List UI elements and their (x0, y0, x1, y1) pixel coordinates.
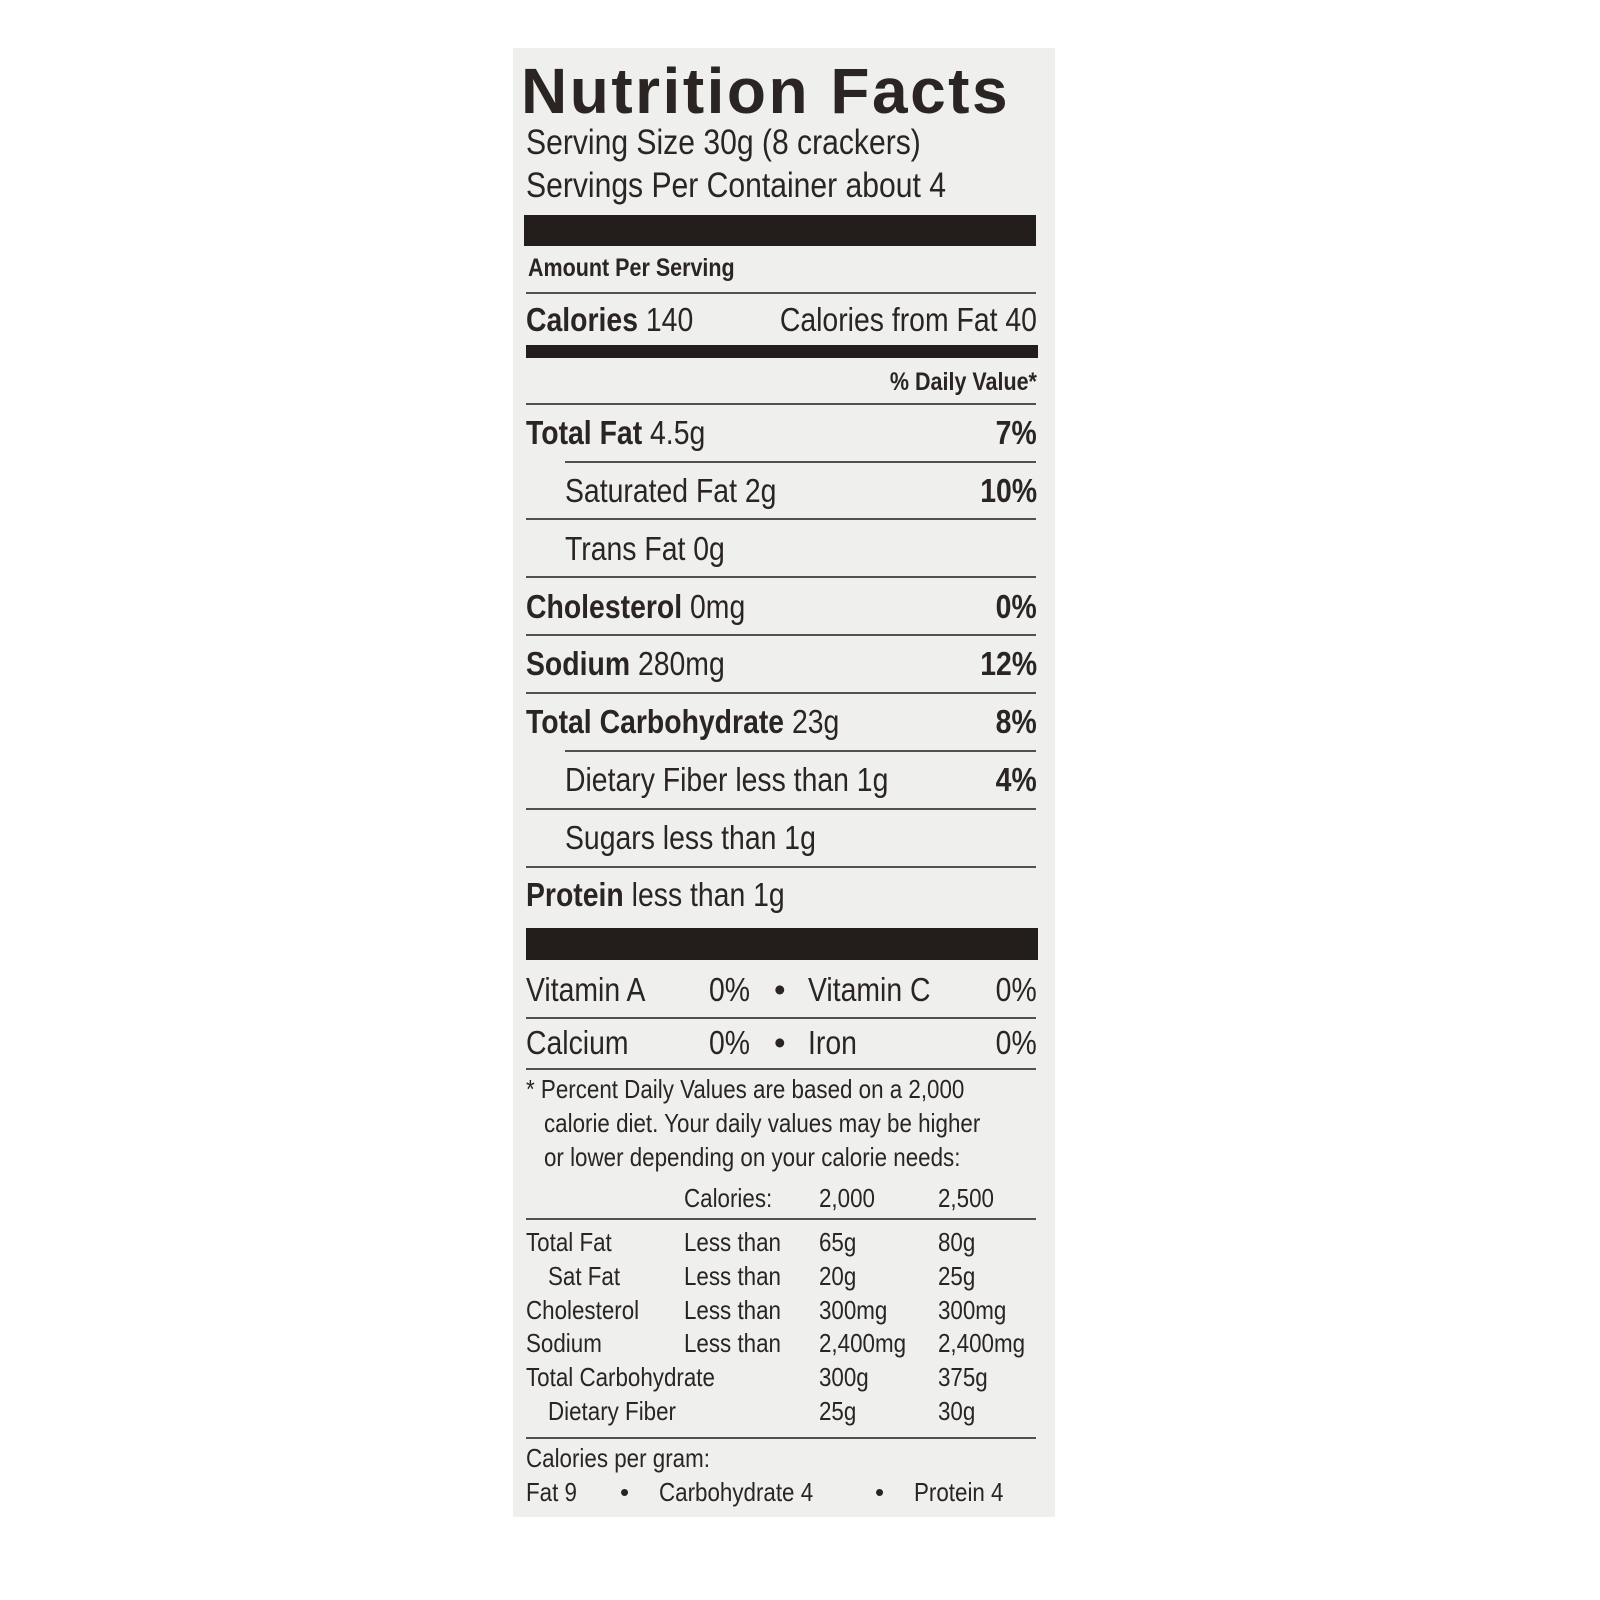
nutrient-name: Total Fat (526, 414, 643, 451)
divider (526, 1437, 1036, 1439)
nutrient-row: Total Fat 4.5g 7% (526, 411, 1037, 455)
nutrient-amount: 280mg (637, 645, 725, 682)
divider (565, 750, 1036, 752)
nutrient-name: Protein (526, 876, 624, 913)
nutrient-name: Total Carbohydrate (526, 703, 785, 740)
nutrient-name: Cholesterol (526, 588, 683, 625)
daily-value-header: % Daily Value* (889, 368, 1037, 396)
calories-row: Calories 140 Calories from Fat 40 (526, 301, 1037, 338)
dv-table-cell: 30g (938, 1396, 976, 1426)
divider (526, 518, 1036, 520)
nutrient-row: Trans Fat 0g (565, 527, 1037, 571)
dv-table-cell: 300g (819, 1362, 869, 1392)
servings-per-container: Servings Per Container about 4 (526, 166, 946, 205)
nutrient-row: Sodium 280mg 12% (526, 642, 1037, 686)
nutrient-row: Total Carbohydrate 23g 8% (526, 700, 1037, 744)
dv-table-cell: 80g (938, 1227, 976, 1257)
dv-table-cell: Less than (684, 1261, 781, 1291)
dv-table-cell: Total Fat (526, 1227, 612, 1257)
nutrient-amount: 0g (693, 530, 725, 567)
nutrient-name: Dietary Fiber (565, 761, 728, 798)
nutrient-amount: 4.5g (650, 414, 706, 451)
dv-table-cell: 25g (938, 1261, 976, 1291)
bullet: • (620, 1477, 630, 1507)
nutrient-row: Dietary Fiber less than 1g 4% (565, 758, 1037, 802)
footnote-line: * Percent Daily Values are based on a 2,… (526, 1074, 965, 1104)
nutrient-daily-value: 10% (980, 472, 1037, 509)
nutrient-daily-value: 8% (995, 703, 1037, 740)
nutrient-amount: less than 1g (735, 761, 889, 798)
nutrient-row: Saturated Fat 2g 10% (565, 469, 1037, 513)
thick-divider (524, 215, 1036, 246)
calories-per-gram-protein: Protein 4 (914, 1477, 1004, 1507)
dv-table-cell: 2,400mg (819, 1328, 907, 1358)
dv-table-cell: 65g (819, 1227, 857, 1257)
dv-table-cell: 20g (819, 1261, 857, 1291)
nutrient-row: Sugars less than 1g (565, 816, 1037, 860)
dv-table-cell: Less than (684, 1328, 781, 1358)
bullet: • (875, 1477, 885, 1507)
divider (526, 866, 1036, 868)
divider (526, 634, 1036, 636)
label-title: Nutrition Facts (521, 55, 1011, 127)
dv-table-cell: Total Carbohydrate (526, 1362, 715, 1392)
dv-table-header: Calories: (684, 1183, 773, 1213)
nutrient-name: Sugars (565, 819, 655, 856)
dv-table-cell: Less than (684, 1227, 781, 1257)
divider (526, 1068, 1036, 1070)
vitamin-row: Vitamin A 0% • Vitamin C 0% (526, 971, 1037, 1008)
divider (526, 576, 1036, 578)
divider (526, 1017, 1036, 1019)
dv-table-cell: 2,400mg (938, 1328, 1026, 1358)
nutrient-name: Saturated Fat (565, 472, 737, 509)
divider (565, 461, 1036, 463)
divider (526, 292, 1036, 294)
medium-divider (526, 345, 1038, 358)
nutrient-amount: 0mg (690, 588, 746, 625)
mineral-row: Calcium 0% • Iron 0% (526, 1024, 1037, 1061)
dv-table-cell: 25g (819, 1396, 857, 1426)
nutrient-daily-value: 7% (995, 414, 1037, 451)
dv-table-cell: 300mg (938, 1295, 1007, 1325)
nutrient-row: Cholesterol 0mg 0% (526, 585, 1037, 629)
nutrient-name: Trans Fat (565, 530, 686, 567)
thick-divider (526, 928, 1038, 960)
divider (526, 1218, 1036, 1220)
calories-per-gram-fat: Fat 9 (526, 1477, 577, 1507)
divider (526, 403, 1036, 405)
dv-table-header: 2,000 (819, 1183, 875, 1213)
nutrient-daily-value: 4% (995, 761, 1037, 798)
divider (526, 808, 1036, 810)
calories-per-gram-label: Calories per gram: (526, 1443, 710, 1473)
nutrient-amount: less than 1g (631, 876, 785, 913)
nutrient-amount: 2g (744, 472, 777, 509)
footnote-line: calorie diet. Your daily values may be h… (544, 1108, 981, 1138)
dv-table-cell: 375g (938, 1362, 988, 1392)
nutrient-row: Protein less than 1g (526, 873, 1037, 917)
calories-per-gram-carbohydrate: Carbohydrate 4 (659, 1477, 814, 1507)
dv-table-cell: Less than (684, 1295, 781, 1325)
dv-table-cell: Sat Fat (548, 1261, 621, 1291)
dv-table-cell: 300mg (819, 1295, 888, 1325)
nutrient-amount: less than 1g (662, 819, 816, 856)
nutrient-daily-value: 12% (980, 645, 1037, 682)
dv-table-cell: Sodium (526, 1328, 602, 1358)
serving-size: Serving Size 30g (8 crackers) (526, 123, 921, 162)
footnote-line: or lower depending on your calorie needs… (544, 1142, 961, 1172)
dv-table-cell: Cholesterol (526, 1295, 640, 1325)
nutrient-name: Sodium (526, 645, 631, 682)
amount-per-serving: Amount Per Serving (528, 254, 735, 282)
nutrient-amount: 23g (791, 703, 840, 740)
dv-table-header: 2,500 (938, 1183, 994, 1213)
divider (526, 692, 1036, 694)
dv-table-cell: Dietary Fiber (548, 1396, 676, 1426)
nutrient-daily-value: 0% (995, 588, 1037, 625)
